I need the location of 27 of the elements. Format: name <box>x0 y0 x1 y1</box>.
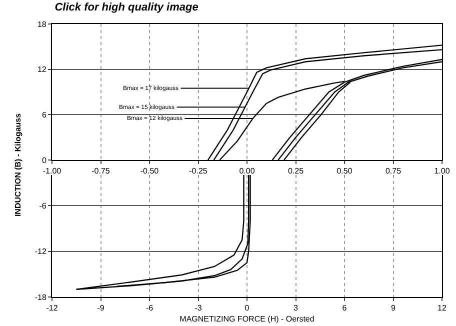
x-tick-label: 12 <box>438 304 447 313</box>
y-tick-label: -18 <box>34 292 47 302</box>
x-tick-label: -6 <box>146 304 154 313</box>
y-tick-label: -6 <box>39 201 47 210</box>
x-tick-label: 0.00 <box>239 166 256 176</box>
y-tick-label: -12 <box>34 247 47 256</box>
x-tick-label: -9 <box>97 304 105 313</box>
x-tick-label: 9 <box>391 304 396 313</box>
x-tick-label: -0.75 <box>92 166 110 176</box>
x-tick-label: -0.25 <box>189 166 208 176</box>
x-tick-label: 1.00 <box>434 166 450 176</box>
x-tick-label: -1.00 <box>42 166 62 176</box>
x-tick-label: 0 <box>244 304 250 313</box>
x-axis-title: MAGNETIZING FORCE (H) - Oersted <box>180 314 314 324</box>
x-tick-label: 0.25 <box>288 166 304 176</box>
y-tick-label: 6 <box>42 110 47 120</box>
x-tick-label: 6 <box>342 304 348 313</box>
y-tick-label: 18 <box>37 20 47 29</box>
x-tick-label: 3 <box>294 304 299 313</box>
x-tick-label: 0.75 <box>385 166 402 176</box>
y-tick-label: 12 <box>37 65 47 74</box>
x-tick-label: -3 <box>194 304 202 313</box>
chart-title: Click for high quality image <box>54 1 198 14</box>
x-tick-label: 0.50 <box>336 166 353 176</box>
y-axis-title: INDUCTION (B) - Kilogauss <box>14 113 22 217</box>
x-tick-label: -0.50 <box>140 166 160 176</box>
y-tick-label: 0 <box>42 156 47 165</box>
